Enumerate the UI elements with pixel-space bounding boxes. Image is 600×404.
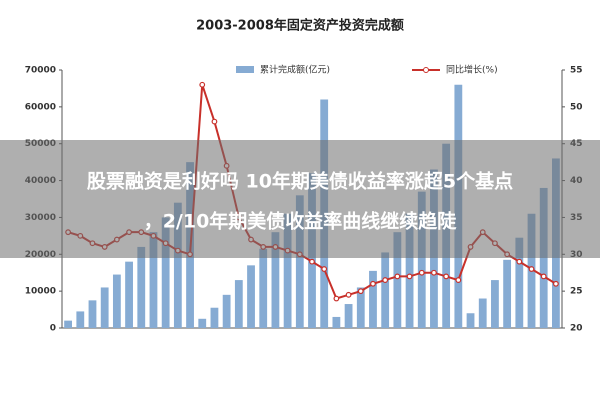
bar [381, 252, 390, 328]
bar [478, 298, 487, 328]
bar [64, 320, 72, 328]
line-marker [540, 273, 547, 280]
line-marker [418, 269, 425, 276]
bar [515, 237, 524, 328]
line-marker [199, 81, 206, 88]
y2-tick-label: 25 [570, 287, 583, 297]
overlay-text: 股票融资是利好吗 10年期美债收益率涨超5个基点 [87, 170, 513, 193]
overlay-text: ，2/10年期美债收益率曲线继续趋陡 [144, 210, 458, 233]
bar [198, 318, 207, 328]
bar [100, 287, 109, 328]
line-marker [528, 266, 535, 272]
line-marker [309, 258, 315, 265]
y-tick-label: 70000 [25, 66, 56, 76]
bar [503, 259, 512, 328]
bar [271, 232, 280, 328]
line-marker [333, 295, 340, 302]
bar [295, 195, 304, 328]
bar [356, 287, 365, 328]
line-marker [211, 118, 218, 125]
bar [344, 304, 353, 328]
bar [259, 248, 268, 328]
line-marker [394, 273, 401, 280]
bar [173, 202, 182, 328]
legend-marker [423, 67, 429, 73]
bar [332, 316, 341, 328]
line-marker [406, 273, 413, 280]
bar [88, 300, 97, 328]
line-marker [345, 291, 352, 298]
bar [466, 313, 475, 328]
bar [210, 307, 219, 328]
overlay-banner [0, 140, 600, 258]
y2-tick-label: 55 [570, 66, 583, 76]
bar [417, 191, 426, 328]
line-marker [370, 280, 376, 287]
line-marker [357, 288, 364, 295]
bar [112, 274, 121, 328]
bar [234, 280, 243, 328]
legend-label: 累计完成额(亿元) [260, 64, 330, 76]
bar [393, 232, 402, 328]
y2-tick-label: 20 [570, 324, 583, 334]
y2-tick-label: 50 [570, 102, 583, 112]
y-tick-label: 60000 [25, 102, 56, 112]
bar [149, 232, 158, 328]
bar [491, 280, 499, 328]
bar [247, 265, 255, 328]
bar [76, 311, 85, 328]
bar [369, 270, 377, 328]
legend-label: 同比增长(%) [446, 64, 498, 76]
bar [137, 246, 146, 328]
bar [283, 213, 292, 328]
y-tick-label: 0 [50, 324, 56, 334]
bar [405, 213, 414, 328]
line-marker [431, 269, 437, 276]
line-marker [321, 266, 328, 272]
line-marker [455, 277, 462, 283]
line-marker [553, 280, 559, 287]
legend-swatch [236, 66, 254, 73]
y-tick-label: 10000 [25, 287, 56, 297]
line-marker [382, 277, 389, 283]
bar [161, 217, 170, 328]
chart-title: 2003-2008年固定资产投资完成额 [196, 18, 404, 34]
line-marker [443, 273, 450, 280]
bar [125, 261, 133, 328]
bar [222, 294, 231, 328]
line-marker [516, 258, 523, 265]
